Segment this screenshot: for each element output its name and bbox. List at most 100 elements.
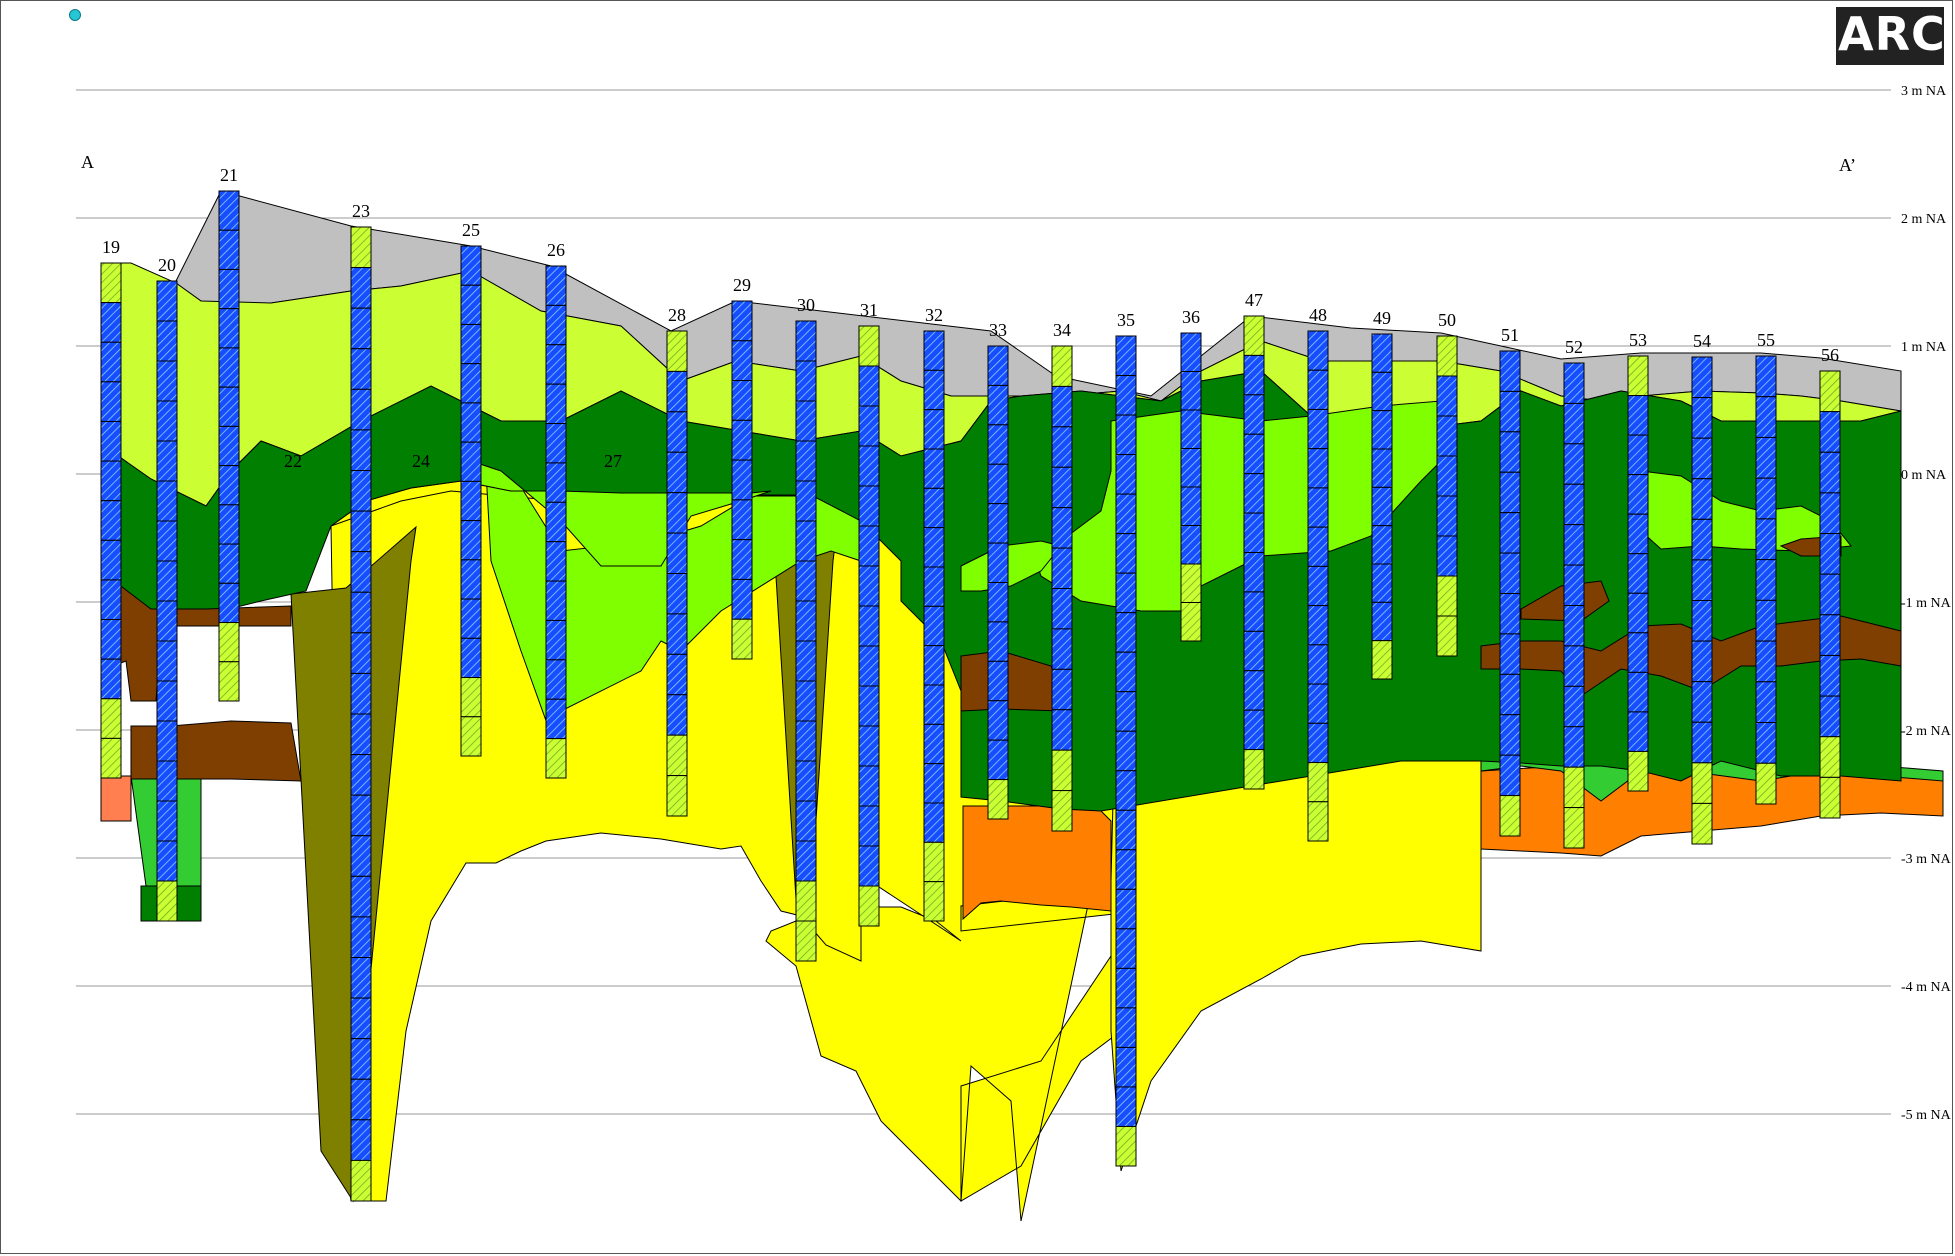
borehole-segment [1627, 395, 1649, 436]
borehole-23 [350, 226, 372, 1202]
borehole-segment [1243, 433, 1265, 475]
borehole-segment [858, 325, 880, 367]
borehole-segment [350, 794, 372, 837]
borehole-segment [1115, 770, 1137, 811]
borehole-segment [1499, 350, 1521, 392]
borehole-segment [1180, 602, 1202, 642]
borehole-segment [1563, 524, 1585, 566]
borehole-segment [795, 840, 817, 882]
borehole-segment [156, 520, 178, 562]
borehole-label: 47 [1245, 290, 1263, 310]
borehole-label: 51 [1501, 325, 1519, 345]
borehole-segment [858, 685, 880, 727]
borehole-segment [460, 441, 482, 482]
borehole-segment [350, 388, 372, 431]
borehole-segment [100, 381, 122, 422]
elevation-tick-label: -1 m NA [1901, 596, 1952, 611]
borehole-segment [666, 532, 688, 574]
interpolated-label: 27 [604, 451, 622, 471]
borehole-segment [1180, 486, 1202, 526]
borehole-segment [666, 370, 688, 413]
borehole-label: 33 [989, 320, 1007, 340]
borehole-label: 35 [1117, 310, 1135, 330]
borehole-segment [1563, 645, 1585, 687]
borehole-segment [923, 723, 945, 765]
borehole-segment [350, 510, 372, 553]
borehole-segment [1691, 356, 1713, 399]
borehole-segment [1563, 564, 1585, 606]
borehole-segment [1243, 512, 1265, 553]
borehole-segment [1563, 766, 1585, 809]
borehole-segment [1691, 437, 1713, 480]
borehole-segment [1243, 591, 1265, 632]
borehole-segment [1371, 640, 1393, 680]
borehole-segment [1499, 754, 1521, 797]
borehole-segment [545, 698, 567, 740]
borehole-segment [1051, 588, 1073, 630]
borehole-34 [1051, 345, 1073, 832]
borehole-segment [156, 480, 178, 522]
borehole-segment [545, 501, 567, 543]
borehole-segment [460, 323, 482, 365]
borehole-segment [1307, 330, 1329, 371]
borehole-segment [545, 738, 567, 779]
borehole-segment [1755, 396, 1777, 438]
borehole-segment [1627, 474, 1649, 515]
borehole-segment [1180, 525, 1202, 565]
borehole-49 [1371, 333, 1393, 680]
borehole-segment [1436, 615, 1458, 657]
borehole-segment [460, 677, 482, 718]
borehole-segment [1691, 681, 1713, 723]
borehole-segment [1436, 335, 1458, 377]
borehole-segment [858, 485, 880, 527]
borehole-segment [858, 565, 880, 607]
borehole-segment [1499, 390, 1521, 433]
borehole-segment [666, 573, 688, 615]
borehole-segment [218, 268, 240, 310]
borehole-segment [100, 460, 122, 502]
borehole-segment [1755, 559, 1777, 601]
borehole-segment [795, 560, 817, 602]
borehole-32 [923, 330, 945, 922]
borehole-segment [1307, 565, 1329, 607]
borehole-segment [987, 384, 1009, 426]
borehole-segment [1115, 967, 1137, 1009]
borehole-segment [460, 716, 482, 757]
borehole-segment [923, 763, 945, 804]
borehole-36 [1180, 332, 1202, 642]
borehole-segment [1627, 355, 1649, 397]
borehole-segment [1243, 394, 1265, 435]
borehole-segment [1243, 630, 1265, 672]
borehole-segment [1307, 644, 1329, 685]
borehole-segment [1115, 730, 1137, 772]
borehole-label: 53 [1629, 330, 1647, 350]
borehole-segment [1371, 371, 1393, 412]
borehole-segment [923, 802, 945, 843]
borehole-segment [666, 330, 688, 372]
borehole-label: 36 [1182, 307, 1200, 327]
borehole-29 [731, 300, 753, 660]
borehole-label: 26 [547, 240, 565, 260]
borehole-segment [218, 386, 240, 427]
borehole-segment [1563, 807, 1585, 849]
borehole-segment [1819, 695, 1841, 738]
borehole-segment [1243, 354, 1265, 396]
borehole-label: 20 [158, 255, 176, 275]
borehole-segment [923, 448, 945, 489]
arc-logo: ARC [1836, 7, 1945, 65]
borehole-segment [1436, 495, 1458, 537]
borehole-segment [545, 304, 567, 346]
borehole-52 [1563, 362, 1585, 849]
borehole-segment [1436, 575, 1458, 617]
borehole-segment [156, 360, 178, 402]
borehole-segment [545, 383, 567, 425]
borehole-segment [1499, 552, 1521, 594]
borehole-segment [1115, 335, 1137, 377]
borehole-segment [795, 320, 817, 362]
borehole-segment [1627, 671, 1649, 713]
borehole-label: 31 [860, 300, 878, 320]
borehole-segment [545, 344, 567, 385]
borehole-label: 29 [733, 275, 751, 295]
borehole-19 [100, 262, 122, 779]
borehole-26 [545, 265, 567, 779]
